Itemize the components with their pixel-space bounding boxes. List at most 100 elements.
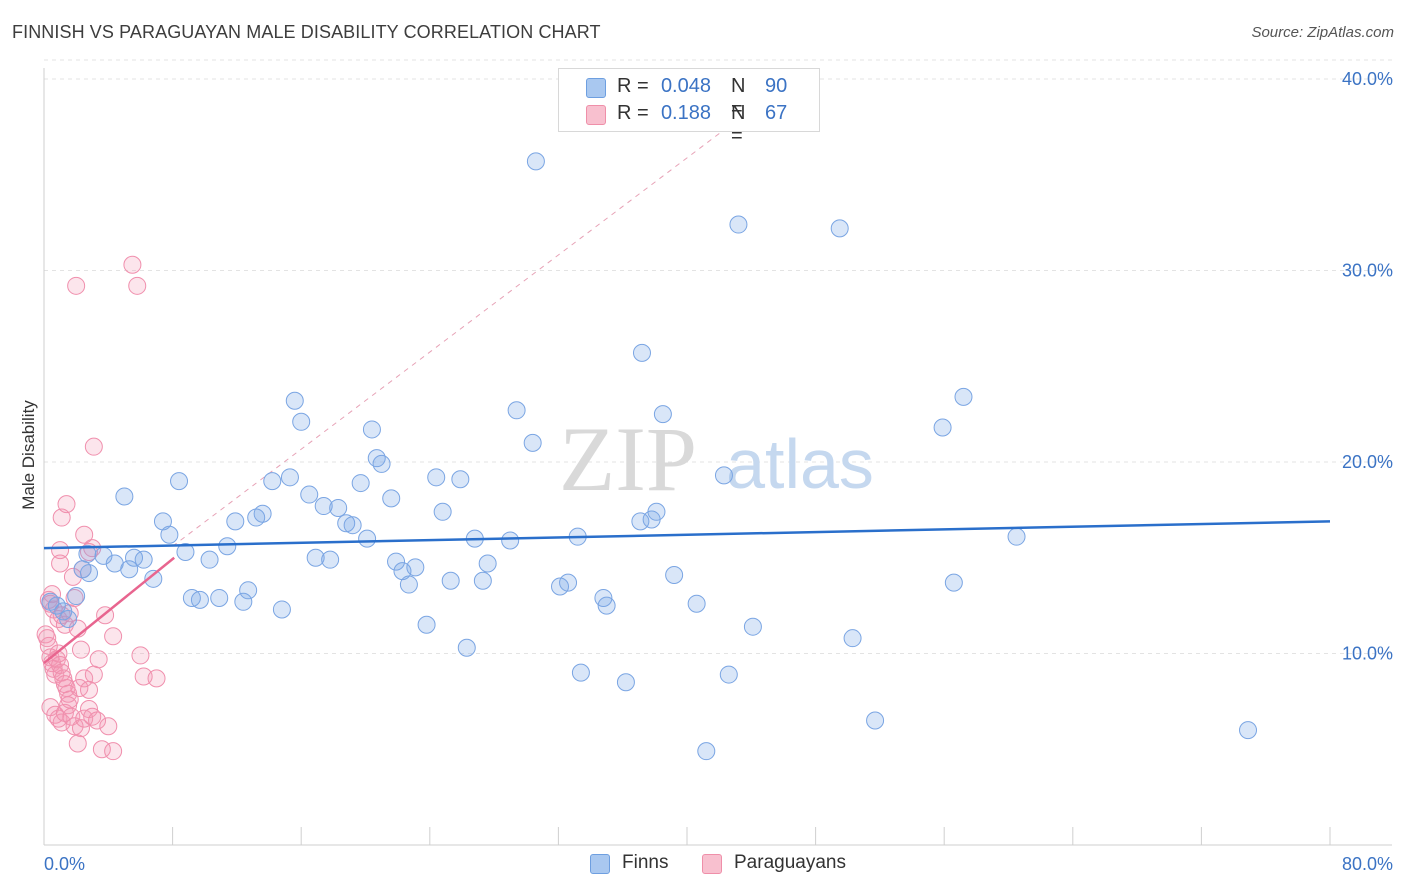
y-tick-label-2: 30.0% — [1342, 261, 1393, 281]
paraguayans-point-1 — [38, 629, 57, 648]
finns-point-32 — [285, 391, 304, 410]
paraguayans-point-40 — [92, 740, 111, 759]
tick-labels: 10.0% 20.0% 30.0% 40.0% 0.0% 80.0% — [44, 69, 1393, 874]
finns-point-89 — [1007, 527, 1026, 546]
paraguayans-point-63 — [131, 646, 150, 665]
paraguayans-point-17 — [43, 585, 62, 604]
finns-point-25 — [234, 592, 253, 611]
finns-points — [41, 152, 1258, 761]
finns-point-47 — [387, 552, 406, 571]
finns-point-38 — [329, 498, 348, 517]
watermark-zip: ZIP — [559, 408, 697, 510]
y-tick-label-1: 20.0% — [1342, 452, 1393, 472]
finns-point-65 — [559, 573, 578, 592]
finns-point-62 — [523, 433, 542, 452]
finns-point-71 — [631, 512, 650, 531]
paraguayans-point-49 — [104, 627, 123, 646]
paraguayans-point-55 — [51, 554, 70, 573]
finns-point-34 — [300, 485, 319, 504]
finns-point-77 — [687, 594, 706, 613]
paraguayans-swatch — [586, 105, 606, 125]
finns-point-39 — [337, 514, 356, 533]
finns-point-14 — [144, 569, 163, 588]
finns-point-86 — [933, 418, 952, 437]
finns-point-72 — [632, 343, 651, 362]
finns-point-4 — [67, 587, 86, 606]
finns-point-22 — [210, 588, 229, 607]
source-label: Source: ZipAtlas.com — [1251, 24, 1394, 41]
finns-swatch — [586, 78, 606, 98]
finns-point-59 — [478, 554, 497, 573]
finns-point-10 — [115, 487, 134, 506]
finns-point-28 — [253, 504, 272, 523]
paraguayans-point-45 — [80, 680, 99, 699]
finns-point-63 — [526, 152, 545, 171]
finns-point-17 — [170, 472, 189, 491]
paraguayans-point-33 — [65, 717, 84, 736]
finns-point-20 — [190, 590, 209, 609]
finns-legend-label: Finns — [622, 852, 669, 873]
finns-point-61 — [507, 401, 526, 420]
finns-point-18 — [176, 543, 195, 562]
paraguayans-point-34 — [68, 734, 87, 753]
trend-lines — [43, 520, 1331, 665]
paraguayans-r-label: R = — [617, 102, 649, 124]
x-tick-label-0: 0.0% — [44, 854, 85, 874]
finns-n-label: N = — [731, 75, 746, 120]
paraguayans-point-59 — [84, 437, 103, 456]
finns-r-label: R = — [617, 75, 649, 97]
finns-point-42 — [358, 529, 377, 548]
finns-point-84 — [830, 219, 849, 238]
finns-point-29 — [263, 472, 282, 491]
finns-point-80 — [719, 665, 738, 684]
paraguayans-point-35 — [71, 719, 90, 738]
paraguayans-point-62 — [128, 276, 147, 295]
paraguayans-points — [36, 255, 166, 761]
finns-point-41 — [351, 474, 370, 493]
finns-point-70 — [616, 673, 635, 692]
paraguayans-point-31 — [59, 696, 78, 715]
finns-point-78 — [697, 742, 716, 761]
paraguayans-point-44 — [75, 669, 94, 688]
finns-point-13 — [134, 550, 153, 569]
finns-point-50 — [406, 558, 425, 577]
paraguayans-point-60 — [67, 276, 86, 295]
watermark: ZIP atlas — [559, 408, 874, 510]
watermark-atlas: atlas — [726, 425, 874, 503]
finns-point-37 — [321, 550, 340, 569]
finns-point-55 — [451, 470, 470, 489]
finns-point-49 — [399, 575, 418, 594]
finns-point-43 — [362, 420, 381, 439]
y-axis-label: Male Disability — [19, 400, 38, 510]
paraguayans-n-label: N = — [731, 102, 746, 147]
finns-point-60 — [501, 531, 520, 550]
finns-n-value: 90 — [765, 75, 788, 97]
finns-point-46 — [382, 489, 401, 508]
finns-point-69 — [571, 663, 590, 682]
x-tick-label-1: 80.0% — [1342, 854, 1393, 874]
finns-point-45 — [372, 454, 391, 473]
finns-point-33 — [292, 412, 311, 431]
finns-point-52 — [427, 468, 446, 487]
finns-point-88 — [944, 573, 963, 592]
paraguayans-point-46 — [84, 665, 103, 684]
finns-point-82 — [743, 617, 762, 636]
y-tick-label-3: 40.0% — [1342, 69, 1393, 89]
finns-trend-line — [43, 520, 1331, 550]
paraguayans-point-39 — [88, 711, 107, 730]
y-tick-label-0: 10.0% — [1342, 644, 1393, 664]
paraguayans-n-value: 67 — [765, 102, 788, 124]
finns-point-36 — [314, 497, 333, 516]
paraguayans-point-9 — [51, 655, 70, 674]
paraguayans-r-value: 0.188 — [660, 102, 711, 124]
finns-point-7 — [78, 544, 97, 563]
paraguayans-point-56 — [52, 508, 71, 527]
finns-point-3 — [59, 610, 78, 629]
finns-point-68 — [597, 596, 616, 615]
axes — [43, 68, 1392, 846]
paraguayans-point-61 — [123, 255, 142, 274]
finns-point-26 — [239, 581, 258, 600]
finns-point-79 — [714, 466, 733, 485]
finns-point-31 — [280, 468, 299, 487]
